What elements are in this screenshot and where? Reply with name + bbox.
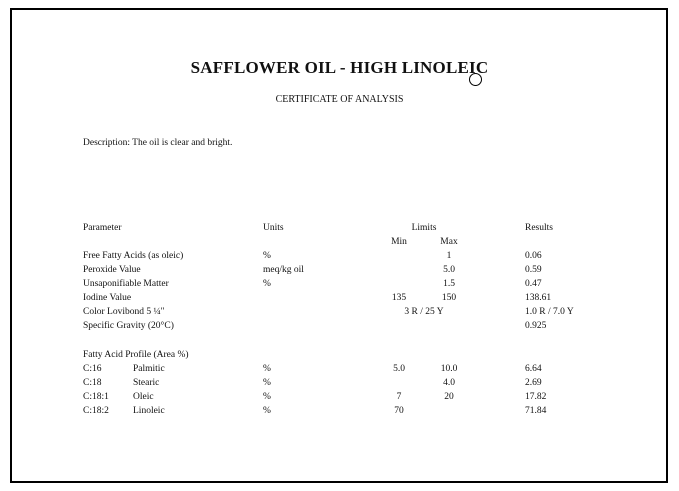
fatty-acid-header: Fatty Acid Profile (Area %)	[83, 350, 189, 360]
fatty-acid-code: C:18:2	[83, 406, 109, 416]
fatty-acid-units: %	[263, 392, 271, 402]
header-limits: Limits	[411, 223, 437, 233]
parameter-name: Iodine Value	[83, 293, 132, 303]
fatty-acid-name: Stearic	[133, 378, 160, 388]
fatty-acid-code: C:16	[83, 364, 102, 374]
header-max: Max	[440, 237, 458, 247]
parameter-result: 138.61	[525, 293, 552, 303]
fatty-acid-min: 5.0	[393, 364, 405, 374]
parameter-max: 1.5	[443, 279, 455, 289]
fatty-acid-max: 10.0	[440, 364, 458, 374]
parameter-name: Free Fatty Acids (as oleic)	[83, 251, 184, 261]
fatty-acid-units: %	[263, 406, 271, 416]
document-subtitle: CERTIFICATE OF ANALYSIS	[275, 94, 404, 105]
header-units: Units	[263, 223, 284, 233]
fatty-acid-name: Palmitic	[133, 364, 165, 374]
document-title: SAFFLOWER OIL - HIGH LINOLEIC	[190, 58, 489, 77]
parameter-max: 150	[441, 293, 457, 303]
parameter-min: 135	[391, 293, 407, 303]
fatty-acid-name: Linoleic	[133, 406, 165, 416]
header-min: Min	[391, 237, 407, 247]
fatty-acid-result: 2.69	[525, 378, 542, 388]
fatty-acid-code: C:18:1	[83, 392, 109, 402]
parameter-result: 0.47	[525, 279, 542, 289]
parameter-name: Color Lovibond 5 ¼"	[83, 307, 165, 317]
parameter-units: meq/kg oil	[263, 265, 304, 275]
parameter-result: 0.59	[525, 265, 542, 275]
fatty-acid-result: 17.82	[525, 392, 547, 402]
parameter-result: 0.06	[525, 251, 542, 261]
fatty-acid-max: 20	[444, 392, 454, 402]
parameter-max: 5.0	[443, 265, 455, 275]
parameter-max: 1	[446, 251, 452, 261]
parameter-name: Specific Gravity (20°C)	[83, 321, 174, 331]
fatty-acid-name: Oleic	[133, 392, 154, 402]
parameter-units: %	[263, 251, 271, 261]
fatty-acid-min: 7	[396, 392, 402, 402]
fatty-acid-result: 6.64	[525, 364, 542, 374]
parameter-name: Unsaponifiable Matter	[83, 279, 169, 289]
kosher-logo	[469, 73, 482, 86]
page-border	[10, 8, 668, 483]
header-parameter: Parameter	[83, 223, 122, 233]
fatty-acid-max: 4.0	[443, 378, 455, 388]
parameter-result: 1.0 R / 7.0 Y	[525, 307, 574, 317]
fatty-acid-units: %	[263, 364, 271, 374]
fatty-acid-result: 71.84	[525, 406, 547, 416]
fatty-acid-code: C:18	[83, 378, 102, 388]
parameter-limit: 3 R / 25 Y	[404, 307, 444, 317]
fatty-acid-units: %	[263, 378, 271, 388]
parameter-units: %	[263, 279, 271, 289]
parameter-name: Peroxide Value	[83, 265, 141, 275]
header-results: Results	[525, 223, 553, 233]
parameter-result: 0.925	[525, 321, 547, 331]
description: Description: The oil is clear and bright…	[83, 138, 233, 148]
fatty-acid-min: 70	[394, 406, 404, 416]
